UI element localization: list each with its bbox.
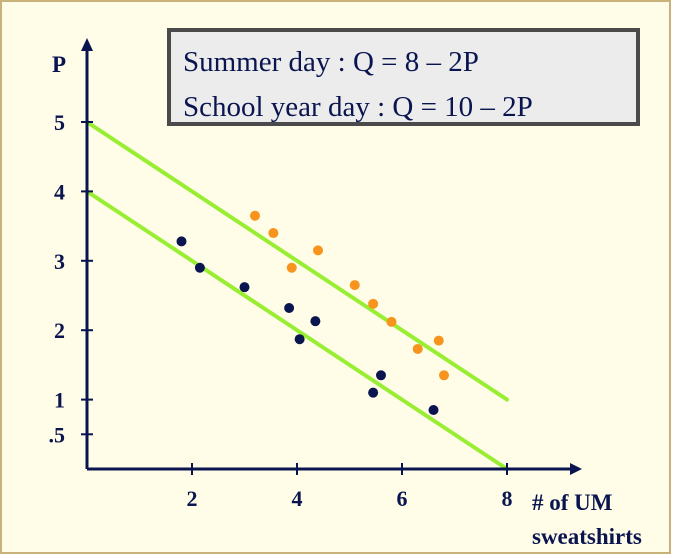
- y-tick-label: 4: [54, 179, 65, 204]
- demand-line-2: [85, 189, 509, 471]
- y-axis-arrow: [81, 38, 93, 51]
- demand-line-1: [85, 120, 509, 402]
- y-tick-label: 1: [54, 388, 65, 413]
- x-tick-label: 8: [502, 486, 513, 511]
- data-point-s1-1: [250, 210, 260, 221]
- y-tick-label: 3: [54, 249, 65, 274]
- y-tick-label: 2: [54, 318, 65, 343]
- data-point-s2-2: [194, 262, 205, 273]
- data-point-s2-4: [284, 302, 295, 313]
- data-point-s1-7: [386, 316, 397, 327]
- data-point-s1-6: [368, 298, 379, 309]
- equation-summer: Summer day : Q = 8 – 2P: [183, 46, 479, 78]
- data-point-s1-3: [286, 262, 297, 273]
- x-tick-label: 4: [292, 486, 303, 511]
- data-point-s2-9: [428, 405, 439, 416]
- data-point-s1-5: [349, 280, 360, 291]
- x-axis-label-line1: # of UM: [532, 490, 613, 515]
- data-point-s1-10: [439, 370, 449, 381]
- data-point-s2-6: [310, 316, 321, 327]
- data-point-s2-1: [176, 236, 187, 247]
- data-point-s1-2: [268, 228, 279, 239]
- data-point-s2-5: [294, 334, 305, 345]
- tick-marks: 2 4 6 8 5 4 3 2 1 .5: [49, 110, 513, 511]
- data-point-s2-3: [239, 282, 250, 293]
- y-tick-label: 5: [54, 110, 65, 135]
- x-axis-arrow: [570, 463, 582, 475]
- data-point-s1-8: [412, 343, 423, 354]
- x-tick-label: 2: [187, 486, 198, 511]
- x-axis-label-line2: sweatshirts: [532, 524, 642, 549]
- equation-school-year: School year day : Q = 10 – 2P: [183, 91, 533, 123]
- data-point-s2-7: [368, 387, 379, 398]
- data-point-s1-9: [433, 335, 444, 346]
- demand-lines: [85, 120, 509, 471]
- data-points: [176, 210, 449, 416]
- y-axis-label: P: [52, 52, 66, 77]
- data-point-s1-4: [313, 245, 323, 256]
- y-tick-label: .5: [49, 422, 66, 447]
- data-point-s2-8: [376, 370, 386, 381]
- equation-legend: Summer day : Q = 8 – 2P School year day …: [167, 28, 640, 126]
- x-tick-label: 6: [397, 486, 408, 511]
